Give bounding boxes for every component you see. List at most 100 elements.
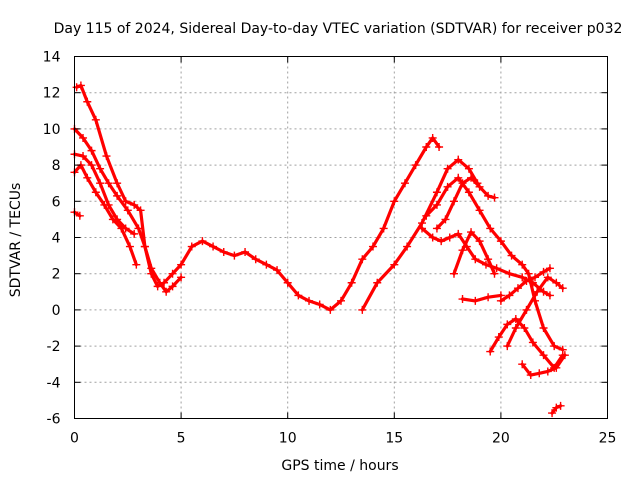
data-point [503, 342, 512, 351]
x-tick-label: 25 [599, 431, 617, 447]
data-point [96, 179, 105, 188]
data-point [507, 251, 516, 260]
data-point [539, 267, 548, 276]
data-point [262, 260, 271, 269]
data-point [368, 242, 377, 251]
y-tick-labels: -6 -4 -2 0 2 4 6 8 10 12 14 [43, 50, 61, 428]
data-point [177, 260, 186, 269]
data-point [522, 305, 531, 314]
data-point [518, 260, 527, 269]
data-point [449, 269, 458, 278]
data-point [558, 284, 567, 293]
data-point [403, 242, 412, 251]
x-tick-label: 5 [177, 431, 186, 447]
data-point [481, 260, 490, 269]
data-point [198, 237, 207, 246]
data-point [432, 188, 441, 197]
data-point [467, 173, 476, 182]
data-point [130, 229, 139, 238]
data-point [486, 224, 495, 233]
data-point [503, 320, 512, 329]
y-tick-label: 10 [43, 122, 61, 138]
data-point [550, 342, 559, 351]
data-point [326, 305, 335, 314]
data-point [505, 269, 514, 278]
data-point [136, 206, 145, 215]
x-tick-label: 20 [492, 431, 510, 447]
data-point [147, 264, 156, 273]
data-point [390, 197, 399, 206]
data-point [117, 224, 126, 233]
data-point [464, 164, 473, 173]
data-point [104, 179, 113, 188]
data-point [432, 200, 441, 209]
data-point [100, 200, 109, 209]
data-point [443, 164, 452, 173]
data-point [556, 401, 565, 410]
data-point [134, 224, 143, 233]
axis-ticks [74, 56, 608, 419]
data-point [187, 242, 196, 251]
data-point [496, 237, 505, 246]
series-arc-14 [496, 264, 554, 305]
series-arc-6 [358, 155, 482, 314]
data-point [132, 260, 141, 269]
data-point [418, 224, 427, 233]
data-point [449, 197, 458, 206]
data-point [432, 224, 441, 233]
data-point [458, 295, 467, 304]
data-point [539, 351, 548, 360]
y-tick-label: -6 [47, 412, 61, 428]
x-tick-labels: 0 5 10 15 20 25 [70, 431, 616, 447]
y-tick-label: 12 [43, 86, 61, 102]
series-line [460, 293, 503, 303]
data-point [347, 278, 356, 287]
series-arc-13 [503, 273, 567, 351]
data-point [437, 237, 446, 246]
series-line [72, 127, 183, 294]
data-point [91, 115, 100, 124]
data-series [70, 81, 569, 418]
series-line [520, 353, 567, 377]
y-tick-label: 2 [52, 267, 61, 283]
data-point [552, 363, 561, 372]
data-point [108, 215, 117, 224]
data-point [454, 155, 463, 164]
data-point [494, 333, 503, 342]
data-point [490, 269, 499, 278]
data-point [91, 188, 100, 197]
series-arc-10 [449, 228, 499, 278]
data-point [177, 273, 186, 282]
data-point [486, 347, 495, 356]
series-arc-12 [486, 314, 567, 372]
data-point [484, 191, 493, 200]
data-point [400, 179, 409, 188]
data-point [72, 83, 81, 92]
series-arc-15 [518, 351, 569, 380]
data-point [168, 269, 177, 278]
data-point [545, 291, 554, 300]
data-point [113, 179, 122, 188]
series-arc-3 [70, 150, 139, 238]
data-point [428, 233, 437, 242]
data-point [168, 282, 177, 291]
data-point [411, 161, 420, 170]
data-point [379, 224, 388, 233]
data-point [125, 242, 134, 251]
data-point [526, 371, 535, 380]
chart-title: Day 115 of 2024, Sidereal Day-to-day VTE… [54, 21, 623, 37]
data-point [511, 314, 520, 323]
data-point [484, 293, 493, 302]
data-point [315, 300, 324, 309]
data-point [294, 291, 303, 300]
data-point [524, 269, 533, 278]
data-point [102, 152, 111, 161]
x-tick-label: 15 [385, 431, 403, 447]
series-line [72, 152, 136, 236]
data-point [535, 369, 544, 378]
data-point [471, 255, 480, 264]
data-point [522, 276, 531, 285]
data-point [528, 338, 537, 347]
series-arc-2 [70, 124, 186, 296]
data-point [454, 229, 463, 238]
